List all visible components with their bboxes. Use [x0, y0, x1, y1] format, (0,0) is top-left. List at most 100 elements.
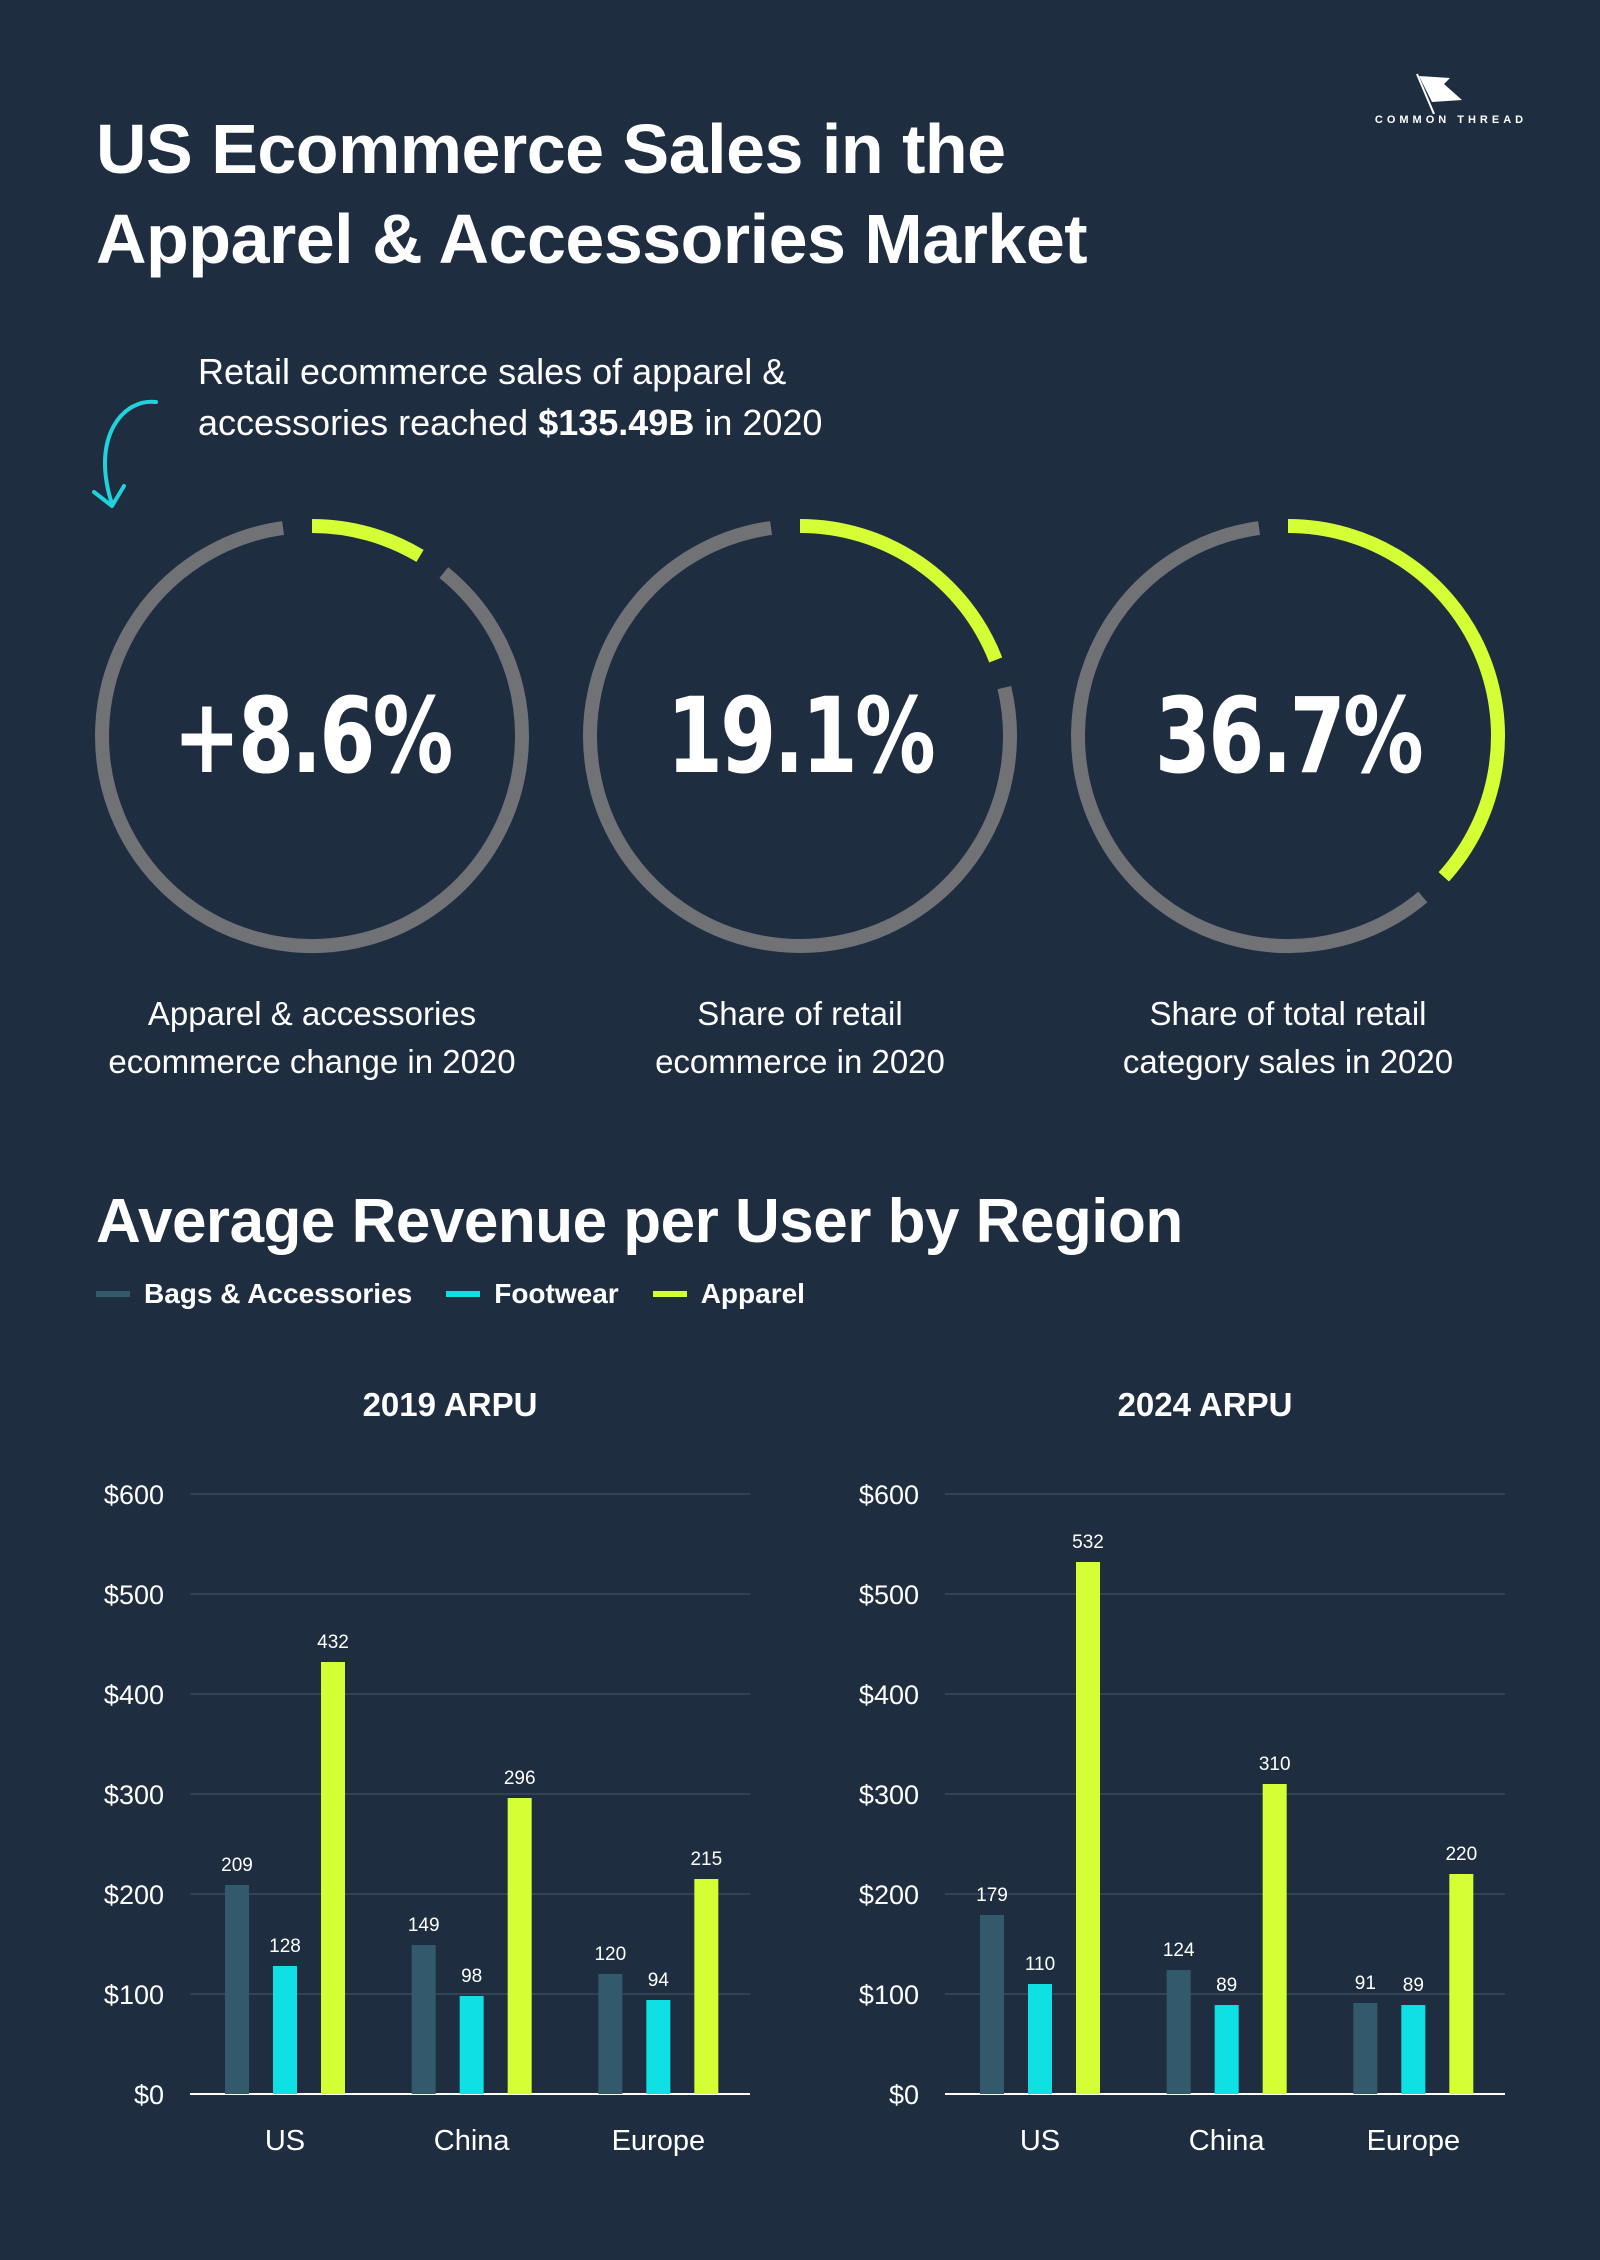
stat-label-1-line1: Apparel & accessories: [147, 995, 477, 1032]
common-thread-logo: COMMON THREAD: [1366, 70, 1536, 130]
x-category-label: Europe: [612, 2125, 706, 2157]
stat-ring-1-graphic: [95, 519, 529, 953]
bar-value-label: 91: [1355, 1973, 1376, 1994]
bar-footwear-us: [1028, 1984, 1052, 2094]
stat-ring-2: 19.1%: [580, 516, 1020, 956]
intro-line2-prefix: accessories reached: [198, 402, 529, 443]
y-tick-label: $300: [104, 1780, 164, 1810]
chart-title: 2019 ARPU: [363, 1386, 538, 1423]
stat-label-2: Share of retail ecommerce in 2020: [560, 990, 1040, 1086]
y-tick-label: $300: [859, 1780, 919, 1810]
bar-footwear-china: [459, 1996, 484, 2094]
bar-bags-accessories-china: [1166, 1970, 1191, 2094]
bar-footwear-europe: [646, 2000, 671, 2094]
ring-track: [583, 521, 1017, 953]
bar-value-label: 89: [1216, 1975, 1237, 1996]
stat-ring-3-graphic: [1071, 519, 1505, 953]
bar-value-label: 310: [1259, 1754, 1291, 1775]
bar-value-label: 209: [221, 1855, 253, 1876]
legend-item-apparel: Apparel: [652, 1278, 805, 1310]
stat-label-3-line2: category sales in 2020: [1122, 1043, 1454, 1080]
legend-label-footwear: Footwear: [494, 1278, 619, 1309]
bar-apparel-china: [1262, 1784, 1287, 2094]
ring-progress: [311, 519, 424, 562]
y-tick-label: $400: [104, 1680, 164, 1710]
y-tick-label: $0: [134, 2080, 164, 2110]
bar-value-label: 532: [1072, 1532, 1104, 1553]
arpu-2024-chart: 2024 ARPU $0 $100 $200 $300 $400 $500 $600 179 11…: [859, 1386, 1505, 2157]
x-category-label: China: [434, 2125, 511, 2157]
bar-value-label: 296: [504, 1768, 536, 1789]
stat-label-2-line1: Share of retail: [697, 995, 903, 1032]
bar-value-label: 120: [594, 1944, 626, 1965]
bar-apparel-europe: [1449, 1874, 1474, 2094]
stat-ring-3-value: 36.7%: [1154, 675, 1424, 797]
ring-track: [95, 521, 529, 953]
bar-value-label: 89: [1403, 1975, 1424, 1996]
ring-progress: [799, 519, 1003, 663]
stat-label-3-line1: Share of total retail: [1149, 995, 1427, 1032]
stat-label-1-line2: ecommerce change in 2020: [108, 1043, 516, 1080]
y-tick-label: $500: [104, 1580, 164, 1610]
y-tick-label: $0: [889, 2080, 919, 2110]
legend-label-bags: Bags & Accessories: [144, 1278, 413, 1309]
bar-apparel-europe: [694, 1879, 719, 2094]
bar-value-label: 179: [976, 1885, 1008, 1906]
bar-apparel-china: [507, 1798, 532, 2094]
bar-value-label: 220: [1445, 1844, 1477, 1865]
arpu-2019-chart: 2019 ARPU $0 $100 $200 $300 $400 $500 $600 209 12…: [104, 1386, 750, 2157]
chart-legend: Bags & Accessories Footwear Apparel: [96, 1278, 805, 1310]
y-tick-label: $400: [859, 1680, 919, 1710]
intro-sales-value: $135.49B: [538, 402, 695, 443]
ring-track: [1071, 521, 1428, 953]
intro-line2: accessories reached $135.49B in 2020: [198, 397, 918, 448]
page-title-line1: US Ecommerce Sales in the: [96, 110, 1006, 188]
x-category-label: US: [1020, 2125, 1060, 2157]
stat-ring-2-value: 19.1%: [666, 675, 936, 797]
y-tick-label: $200: [859, 1880, 919, 1910]
bar-value-label: 98: [461, 1966, 482, 1987]
bar-value-label: 149: [408, 1915, 440, 1936]
legend-swatch-bags: [96, 1291, 130, 1297]
stat-ring-1-value: +8.6%: [173, 675, 453, 797]
bar-value-label: 128: [269, 1936, 301, 1957]
legend-item-footwear: Footwear: [446, 1278, 619, 1310]
page-title-line2: Apparel & Accessories Market: [96, 200, 1088, 278]
x-category-label: Europe: [1367, 2125, 1461, 2157]
x-category-label: China: [1189, 2125, 1266, 2157]
legend-swatch-footwear: [446, 1291, 481, 1297]
bar-value-label: 110: [1025, 1954, 1055, 1975]
section-title: Average Revenue per User by Region: [96, 1187, 1183, 1256]
stat-label-3: Share of total retail category sales in …: [1048, 990, 1528, 1086]
stat-ring-3: 36.7%: [1068, 516, 1508, 956]
curved-arrow-icon: [92, 399, 158, 508]
y-tick-label: $600: [104, 1480, 164, 1510]
bar-footwear-us: [273, 1966, 297, 2094]
bar-bags-accessories-us: [225, 1885, 249, 2094]
y-tick-label: $100: [104, 1980, 164, 2010]
y-tick-label: $500: [859, 1580, 919, 1610]
bar-value-label: 124: [1163, 1940, 1195, 1961]
bar-value-label: 215: [690, 1849, 722, 1870]
y-tick-label: $200: [104, 1880, 164, 1910]
stat-ring-2-graphic: [583, 519, 1017, 953]
chart-title: 2024 ARPU: [1118, 1386, 1293, 1423]
logo-text: COMMON THREAD: [1374, 114, 1528, 126]
stat-label-2-line2: ecommerce in 2020: [655, 1043, 945, 1080]
flag-icon: [1416, 73, 1462, 115]
bar-bags-accessories-us: [980, 1915, 1004, 2094]
bar-bags-accessories-china: [411, 1945, 436, 2094]
bar-apparel-us: [1076, 1562, 1100, 2094]
bar-value-label: 432: [317, 1632, 349, 1653]
stat-label-1: Apparel & accessories ecommerce change i…: [72, 990, 552, 1086]
ring-progress: [1287, 519, 1505, 882]
intro-text: Retail ecommerce sales of apparel & acce…: [198, 346, 918, 448]
bar-value-label: 94: [648, 1970, 670, 1991]
intro-line2-suffix: in 2020: [704, 402, 823, 443]
y-tick-label: $100: [859, 1980, 919, 2010]
bar-footwear-europe: [1401, 2005, 1426, 2094]
y-tick-label: $600: [859, 1480, 919, 1510]
legend-swatch-apparel: [652, 1291, 687, 1297]
bar-bags-accessories-europe: [1353, 2003, 1378, 2094]
page-title: US Ecommerce Sales in the Apparel & Acce…: [96, 104, 1296, 284]
